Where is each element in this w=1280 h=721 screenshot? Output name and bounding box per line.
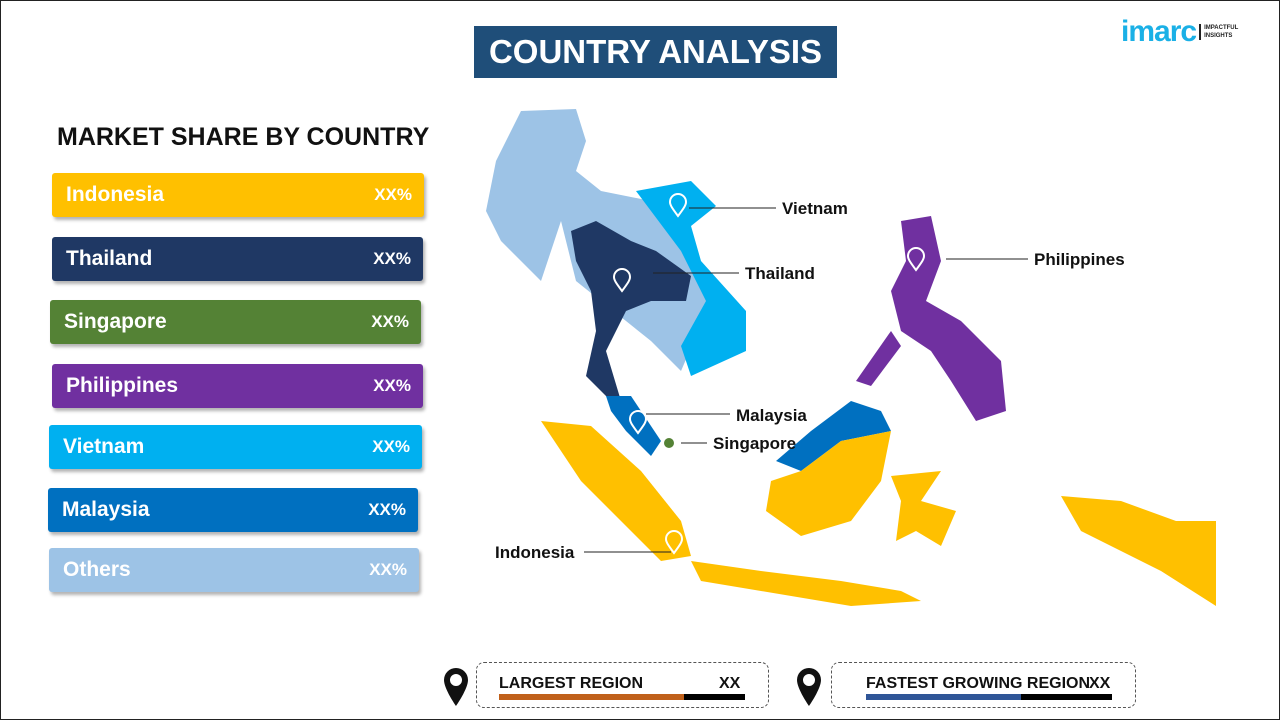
- location-pin-icon: [444, 668, 468, 706]
- bar-malaysia: Malaysia XX%: [48, 488, 418, 532]
- map-indonesia-borneo: [766, 431, 891, 536]
- map-philippines: [891, 216, 1006, 421]
- bar-indonesia: Indonesia XX%: [52, 173, 424, 217]
- map-indonesia-papua: [1061, 496, 1216, 606]
- bar-value: XX%: [368, 500, 406, 519]
- bar-label: Others: [63, 558, 131, 581]
- page-title: COUNTRY ANALYSIS: [474, 26, 837, 78]
- section-subtitle: MARKET SHARE BY COUNTRY: [57, 123, 430, 151]
- bar-philippines: Philippines XX%: [52, 364, 423, 408]
- bar-vietnam: Vietnam XX%: [49, 425, 422, 469]
- map-label-vietnam: Vietnam: [782, 199, 848, 218]
- imarc-logo: imarc IMPACTFUL INSIGHTS: [1121, 15, 1239, 48]
- map-label-singapore: Singapore: [713, 434, 797, 453]
- bar-label: Philippines: [66, 374, 179, 397]
- map-philippines-west: [856, 331, 901, 386]
- bar-label: Indonesia: [66, 183, 165, 206]
- map-label-malaysia: Malaysia: [736, 406, 807, 425]
- bar-label: Vietnam: [63, 435, 145, 458]
- southeast-asia-map: [486, 109, 1216, 606]
- bar-value: XX%: [373, 376, 411, 395]
- fastest-region-card: FASTEST GROWING REGION XX: [831, 662, 1136, 708]
- bar-label: Singapore: [64, 310, 167, 333]
- map-pin-icon: [668, 193, 688, 218]
- map-label-indonesia: Indonesia: [495, 543, 575, 562]
- bar-value: XX%: [373, 249, 411, 268]
- bar-label: Malaysia: [62, 498, 150, 521]
- map-label-philippines: Philippines: [1034, 250, 1125, 269]
- map-pin-icon: [628, 410, 648, 435]
- bar-value: XX%: [372, 437, 410, 456]
- bar-label: Thailand: [66, 247, 153, 270]
- bar-others: Others XX%: [49, 548, 419, 592]
- map-malaysia-east: [776, 401, 891, 471]
- bar-thailand: Thailand XX%: [52, 237, 423, 281]
- map-pin-icon: [906, 247, 926, 272]
- map-indonesia-java: [691, 561, 921, 606]
- map-vietnam: [636, 181, 746, 376]
- map-pin-icon: [612, 268, 632, 293]
- bar-value: XX%: [369, 560, 407, 579]
- largest-region-progress: [499, 694, 745, 700]
- map-singapore: [664, 438, 674, 448]
- map-indonesia-sulawesi: [891, 471, 956, 546]
- bar-singapore: Singapore XX%: [50, 300, 421, 344]
- bar-value: XX%: [374, 185, 412, 204]
- location-pin-icon: [797, 668, 821, 706]
- map-pin-icon: [664, 530, 684, 555]
- largest-region-card: LARGEST REGION XX: [476, 662, 769, 708]
- map-indonesia-sumatra: [541, 421, 691, 561]
- bar-value: XX%: [371, 312, 409, 331]
- map-thailand: [571, 221, 691, 401]
- fastest-region-progress: [866, 694, 1112, 700]
- map-label-thailand: Thailand: [745, 264, 815, 283]
